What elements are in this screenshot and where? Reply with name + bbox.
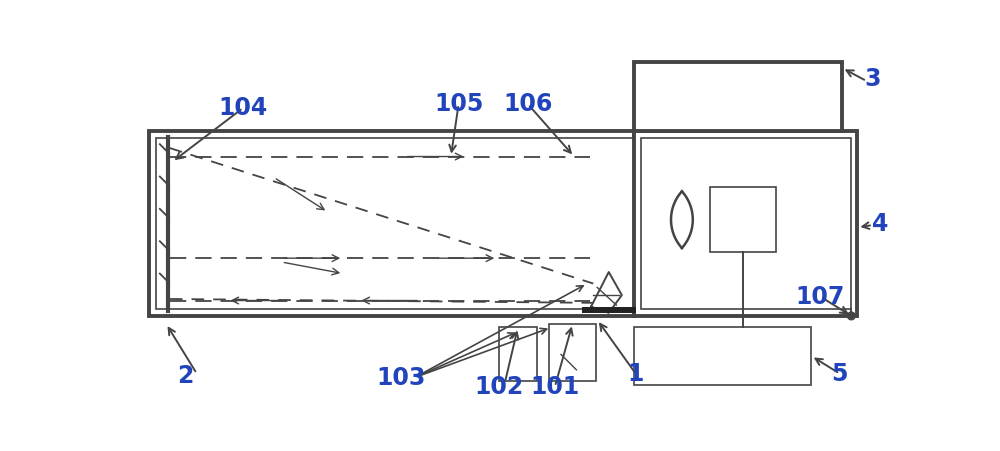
Bar — [499, 327, 537, 382]
Bar — [582, 307, 636, 313]
Bar — [149, 131, 634, 316]
Circle shape — [847, 312, 855, 320]
Text: 104: 104 — [218, 96, 268, 120]
Bar — [710, 187, 776, 252]
Bar — [634, 327, 811, 385]
Text: 5: 5 — [832, 362, 848, 386]
Bar — [549, 324, 596, 382]
Text: 2: 2 — [177, 364, 193, 388]
Text: 3: 3 — [865, 67, 881, 91]
Text: 1: 1 — [628, 362, 644, 386]
Text: 107: 107 — [796, 285, 845, 308]
Text: 105: 105 — [434, 92, 483, 116]
Bar — [634, 62, 842, 131]
Bar — [156, 138, 634, 309]
Text: 101: 101 — [530, 375, 579, 399]
Text: 106: 106 — [503, 92, 553, 116]
Text: 102: 102 — [474, 375, 523, 399]
Text: 103: 103 — [376, 365, 426, 390]
Bar — [634, 131, 857, 316]
Bar — [641, 138, 851, 309]
Text: 4: 4 — [872, 212, 889, 235]
